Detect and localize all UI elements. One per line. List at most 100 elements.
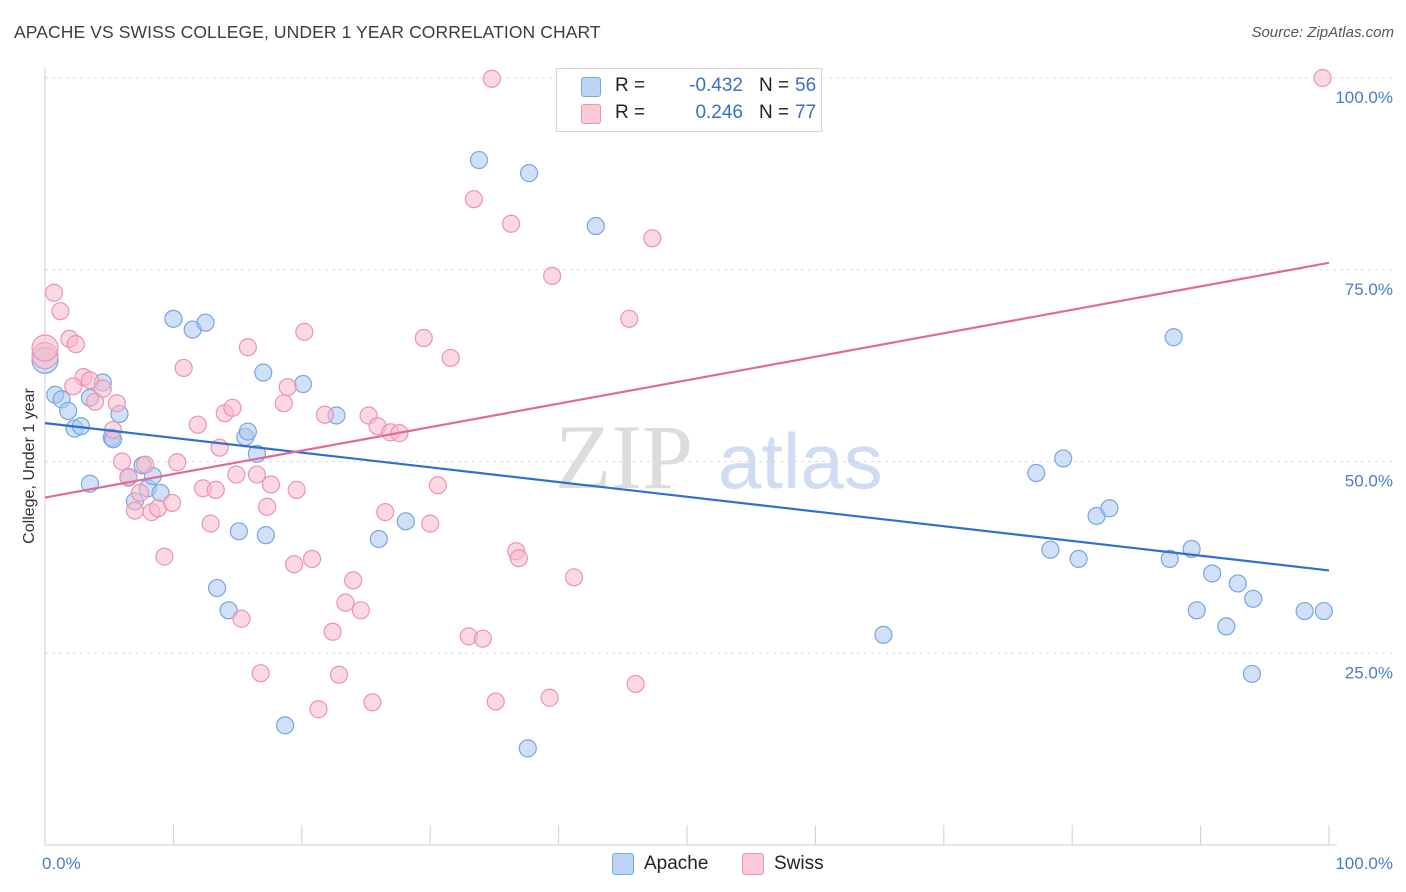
swiss-point [278, 378, 297, 397]
x-tick-labels: 0.0% 100.0% [42, 854, 1393, 873]
swiss-point [473, 629, 492, 648]
swiss-point [66, 335, 85, 354]
x-tick-label: 100.0% [1335, 854, 1393, 873]
swiss-point [428, 476, 448, 495]
axes [44, 68, 1337, 846]
swiss-point [51, 302, 70, 321]
apache-point [238, 422, 257, 441]
swiss-point [93, 379, 112, 398]
apache-point [1295, 601, 1314, 621]
swiss-point [315, 405, 335, 424]
swiss-point [323, 622, 342, 641]
swiss-point [464, 190, 483, 209]
swiss-point [163, 493, 182, 513]
swiss-point [206, 480, 225, 499]
swiss-point [284, 555, 304, 574]
y-tick-label: 25.0% [1345, 663, 1393, 682]
swiss-point [80, 371, 100, 390]
swiss-point [261, 475, 281, 494]
apache-point [1242, 664, 1262, 684]
apache-point [586, 216, 605, 236]
swiss-point [363, 693, 382, 712]
swiss-point [1313, 68, 1332, 88]
swiss-point [643, 229, 662, 248]
apache-point [293, 374, 313, 394]
apache-point [59, 401, 78, 420]
swiss-point [136, 455, 155, 474]
y-tick-label: 100.0% [1335, 88, 1393, 107]
apache-point [254, 363, 273, 382]
apache-point [1100, 499, 1119, 518]
bottom-legend-swiss-label: Swiss [774, 853, 824, 874]
apache-point [207, 578, 227, 598]
watermark: ZIP atlas [555, 406, 883, 508]
swiss-point [486, 692, 505, 711]
swiss-point [188, 415, 207, 434]
bottom-legend-apache-label: Apache [644, 853, 709, 874]
watermark-zip: ZIP [555, 406, 693, 508]
swiss-point [336, 593, 355, 612]
swiss-point [620, 309, 639, 328]
apache-point [1027, 463, 1046, 483]
apache-point [1314, 601, 1333, 621]
y-tick-labels: 25.0% 50.0% 75.0% 100.0% [1335, 88, 1393, 682]
legend-box: R = -0.432 N = 56 R = 0.246 N = 77 [556, 68, 822, 132]
swiss-point [251, 664, 270, 683]
swiss-swatch [581, 104, 601, 124]
legend-n-value: 56 [795, 75, 817, 96]
legend-n-label: N = [759, 75, 790, 96]
swiss-point [414, 328, 433, 348]
swiss-point [509, 549, 528, 568]
apache-point [196, 313, 215, 332]
swiss-point [309, 700, 328, 719]
swiss-point [287, 480, 306, 499]
swiss-point [238, 338, 257, 357]
legend-r-value: -0.432 [689, 75, 743, 96]
legend-r-label: R = [615, 102, 646, 123]
swiss-point [274, 394, 293, 413]
apache-point [874, 625, 893, 644]
swiss-point [258, 497, 277, 516]
apache-point [396, 512, 415, 531]
y-tick-label: 50.0% [1345, 472, 1393, 491]
swiss-point [441, 348, 460, 368]
trend-lines [44, 261, 1330, 572]
legend-n-value: 77 [795, 102, 817, 123]
apache-swatch [581, 77, 601, 97]
swiss-point [227, 465, 246, 484]
apache-point [1187, 601, 1206, 620]
y-axis-label: College, Under 1 year [21, 388, 38, 544]
swiss-point [626, 674, 645, 694]
swiss-point [174, 358, 193, 378]
swiss-point [376, 503, 395, 522]
apache-point [1203, 564, 1222, 583]
grid-lines [45, 77, 1392, 654]
apache-swatch [612, 853, 634, 875]
swiss-trend-line [44, 261, 1330, 499]
swiss-point [125, 501, 144, 520]
swiss-point [130, 483, 150, 503]
swiss-point [107, 394, 127, 413]
swiss-point [112, 452, 132, 471]
swiss-point [247, 465, 266, 484]
swiss-point [482, 69, 501, 88]
source-label: Source: ZipAtlas.com [1251, 24, 1394, 41]
legend-r-label: R = [615, 75, 646, 96]
apache-point [1244, 589, 1263, 608]
y-tick-label: 75.0% [1345, 280, 1393, 299]
apache-point [219, 601, 238, 620]
apache-trend-line [44, 422, 1330, 572]
swiss-point [201, 514, 220, 533]
swiss-point [64, 377, 83, 396]
apache-point [469, 150, 489, 170]
apache-point [276, 716, 295, 735]
x-tick-label: 0.0% [42, 854, 81, 873]
bottom-legend: Apache Swiss [0, 852, 1406, 878]
apache-point [1164, 328, 1183, 347]
apache-point [369, 529, 388, 549]
swiss-point [295, 322, 314, 341]
swiss-point [155, 547, 174, 566]
swiss-point [351, 601, 370, 620]
swiss-point [329, 665, 349, 684]
swiss-point [540, 688, 559, 707]
